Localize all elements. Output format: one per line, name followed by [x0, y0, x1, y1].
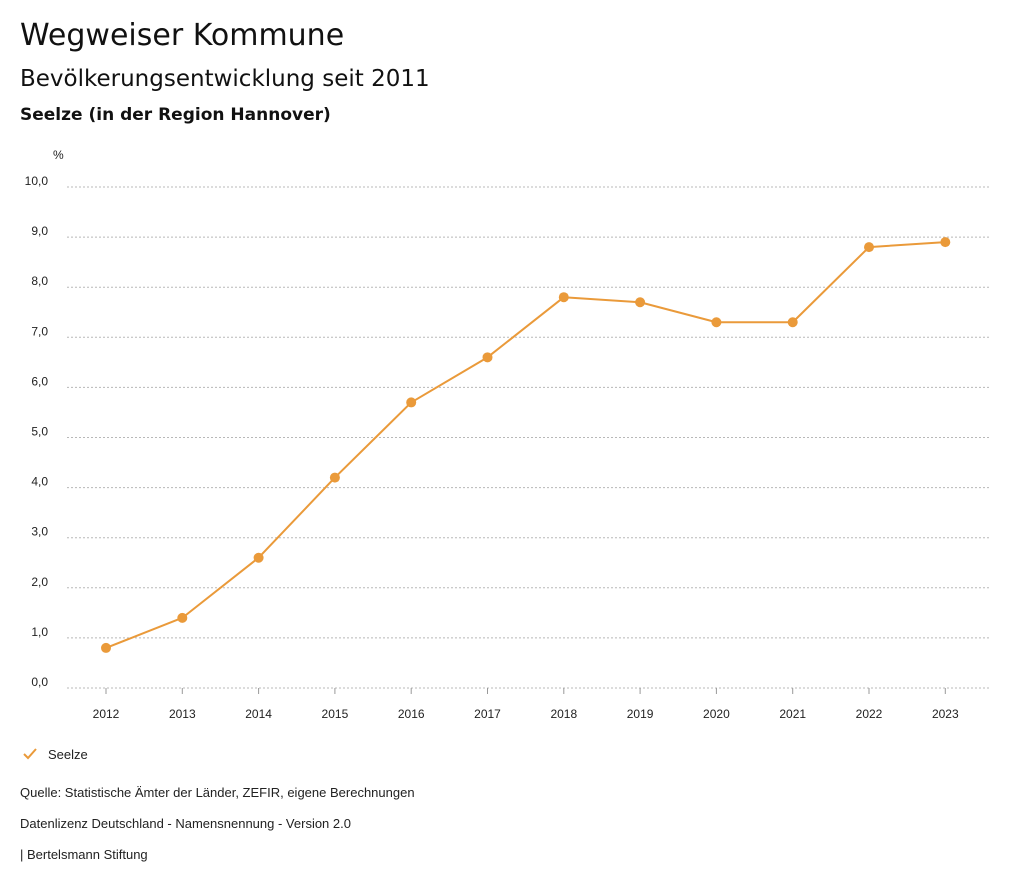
x-tick-label: 2023 — [932, 707, 959, 721]
y-tick-label: 10,0 — [25, 174, 49, 188]
x-tick-label: 2013 — [169, 707, 196, 721]
chart-subtitle: Bevölkerungsentwicklung seit 2011 — [20, 66, 430, 92]
x-axis-ticks: 2012 2013 2014 2015 2016 2017 2018 2019 2020 2021… — [93, 688, 959, 721]
region-label: Seelze (in der Region Hannover) — [20, 105, 331, 125]
y-tick-label: 9,0 — [31, 224, 48, 238]
publisher-note: | Bertelsmann Stiftung — [20, 847, 148, 862]
x-tick-label: 2015 — [322, 707, 349, 721]
data-point[interactable] — [711, 317, 722, 328]
x-tick-label: 2014 — [245, 707, 272, 721]
y-tick-label: 4,0 — [31, 475, 48, 489]
data-point[interactable] — [406, 397, 417, 408]
y-tick-label: 7,0 — [31, 324, 48, 338]
y-tick-label: 5,0 — [31, 425, 48, 439]
y-tick-label: 0,0 — [31, 675, 48, 689]
y-axis-unit-label: % — [53, 148, 64, 162]
x-tick-label: 2018 — [550, 707, 577, 721]
legend-label: Seelze — [48, 746, 88, 762]
data-point[interactable] — [864, 242, 874, 253]
legend-item-seelze[interactable]: Seelze — [22, 743, 88, 765]
y-tick-label: 3,0 — [31, 525, 48, 539]
y-tick-label: 8,0 — [31, 274, 48, 288]
y-axis-ticks: 0,0 1,0 2,0 3,0 4,0 5,0 6,0 7,0 8,0 9,0 10,0 — [25, 174, 49, 689]
x-tick-label: 2021 — [779, 707, 806, 721]
x-tick-label: 2019 — [627, 707, 654, 721]
series-line — [105, 241, 946, 649]
data-point[interactable] — [940, 237, 951, 248]
x-tick-label: 2012 — [93, 707, 120, 721]
page-title: Wegweiser Kommune — [20, 18, 345, 53]
x-tick-label: 2016 — [398, 707, 425, 721]
x-tick-label: 2017 — [474, 707, 501, 721]
license-note: Datenlizenz Deutschland - Namensnennung … — [20, 816, 351, 831]
data-point[interactable] — [329, 472, 340, 483]
data-point[interactable] — [635, 297, 646, 308]
x-tick-label: 2022 — [856, 707, 883, 721]
data-point[interactable] — [558, 292, 569, 303]
data-point[interactable] — [482, 352, 493, 363]
source-note: Quelle: Statistische Ämter der Länder, Z… — [20, 785, 415, 800]
y-tick-label: 1,0 — [31, 625, 48, 639]
y-tick-label: 2,0 — [31, 575, 48, 589]
y-tick-label: 6,0 — [31, 374, 48, 388]
data-point[interactable] — [253, 552, 264, 563]
series-seelze — [101, 237, 951, 653]
x-tick-label: 2020 — [703, 707, 730, 721]
grid-lines — [67, 186, 990, 689]
data-point[interactable] — [101, 642, 111, 653]
data-point[interactable] — [177, 612, 188, 623]
check-icon — [23, 748, 37, 760]
data-point[interactable] — [787, 317, 798, 328]
